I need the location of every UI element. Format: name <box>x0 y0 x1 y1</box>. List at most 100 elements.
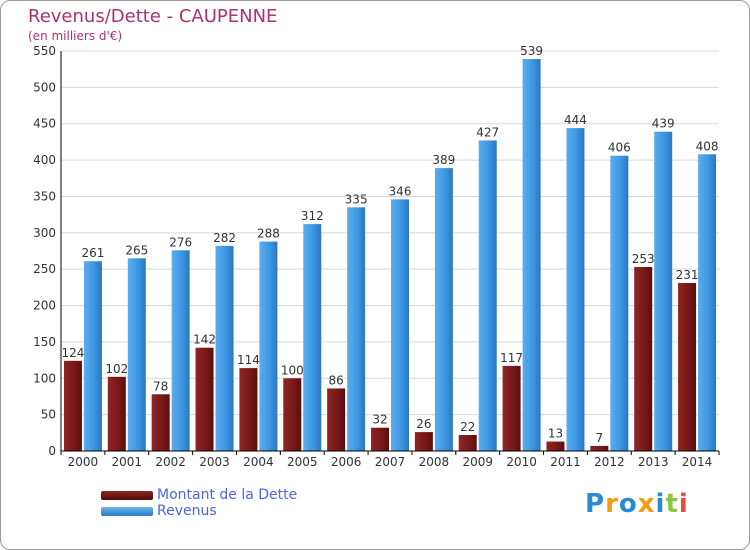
data-label-revenus: 408 <box>696 139 719 153</box>
bar-revenus <box>478 140 497 452</box>
bar-dette <box>195 347 214 451</box>
data-label-dette: 231 <box>676 268 699 282</box>
bar-dette <box>634 267 653 451</box>
data-label-revenus: 427 <box>476 125 499 139</box>
legend-swatch-revenus <box>101 507 153 516</box>
proxiti-logo: Proxiti <box>585 489 689 519</box>
data-label-revenus: 389 <box>432 153 455 167</box>
logo-letter: i <box>678 489 689 519</box>
y-tick-label: 550 <box>33 44 56 58</box>
data-label-dette: 7 <box>596 431 604 445</box>
data-label-revenus: 406 <box>608 141 631 155</box>
data-label-revenus: 335 <box>345 192 368 206</box>
data-label-dette: 142 <box>193 333 216 347</box>
y-tick-label: 150 <box>33 335 56 349</box>
data-label-revenus: 265 <box>125 243 148 257</box>
x-tick-label: 2012 <box>594 455 625 469</box>
logo-letter: x <box>637 489 656 519</box>
bar-dette <box>458 435 477 451</box>
y-tick-label: 500 <box>33 80 56 94</box>
bar-dette <box>546 441 565 451</box>
x-tick-label: 2006 <box>331 455 362 469</box>
data-label-dette: 253 <box>632 252 655 266</box>
bar-dette <box>414 432 433 451</box>
chart-title: Revenus/Dette - CAUPENNE <box>28 6 278 27</box>
data-label-revenus: 444 <box>564 113 587 127</box>
bar-dette <box>678 283 697 451</box>
bar-revenus <box>698 154 717 452</box>
y-tick-label: 250 <box>33 262 56 276</box>
y-tick-label: 350 <box>33 189 56 203</box>
data-label-dette: 100 <box>281 363 304 377</box>
bar-revenus <box>654 131 673 451</box>
data-label-revenus: 288 <box>257 227 280 241</box>
x-tick-label: 2008 <box>419 455 450 469</box>
bar-revenus <box>215 245 234 451</box>
x-tick-label: 2007 <box>375 455 406 469</box>
legend-swatch-dette <box>101 491 153 500</box>
y-tick-label: 50 <box>41 408 56 422</box>
x-tick-label: 2002 <box>155 455 186 469</box>
bar-dette <box>371 427 389 451</box>
data-label-dette: 117 <box>500 351 523 365</box>
bar-revenus <box>127 258 146 451</box>
bar-revenus <box>566 128 585 451</box>
x-tick-label: 2014 <box>682 455 713 469</box>
bar-revenus <box>610 155 629 451</box>
bar-revenus <box>303 224 322 451</box>
data-label-dette: 102 <box>105 362 128 376</box>
legend-label-dette: Montant de la Dette <box>157 487 298 503</box>
y-tick-label: 450 <box>33 117 56 131</box>
data-label-dette: 32 <box>372 413 387 427</box>
bar-dette <box>151 394 170 451</box>
logo-letter: i <box>655 489 666 519</box>
data-label-dette: 26 <box>416 417 431 431</box>
y-tick-label: 300 <box>33 226 56 240</box>
x-tick-label: 2001 <box>112 455 143 469</box>
x-tick-label: 2010 <box>506 455 537 469</box>
x-tick-label: 2000 <box>68 455 99 469</box>
logo-letter: r <box>605 489 619 519</box>
bar-dette <box>502 365 521 451</box>
y-tick-label: 400 <box>33 153 56 167</box>
bar-revenus <box>522 59 541 451</box>
data-label-revenus: 539 <box>520 44 543 58</box>
data-label-dette: 22 <box>460 420 475 434</box>
x-tick-label: 2011 <box>550 455 581 469</box>
bar-dette <box>590 445 609 451</box>
logo-letter: t <box>665 489 679 519</box>
data-label-revenus: 439 <box>652 117 675 131</box>
data-label-revenus: 312 <box>301 209 324 223</box>
data-label-dette: 13 <box>548 427 563 441</box>
bar-dette <box>283 378 302 451</box>
bar-dette <box>239 368 258 451</box>
x-tick-label: 2013 <box>638 455 669 469</box>
data-label-dette: 124 <box>61 346 84 360</box>
data-label-dette: 114 <box>237 353 260 367</box>
x-tick-label: 2003 <box>199 455 230 469</box>
y-tick-label: 100 <box>33 371 56 385</box>
bar-dette <box>63 360 82 451</box>
logo-letter: P <box>585 489 606 519</box>
y-tick-label: 0 <box>48 444 56 458</box>
data-label-revenus: 261 <box>81 246 104 260</box>
plot-area <box>61 51 719 451</box>
data-label-dette: 86 <box>328 373 343 387</box>
bar-revenus <box>347 207 366 451</box>
data-label-revenus: 346 <box>389 184 412 198</box>
bar-dette <box>327 388 346 451</box>
y-tick-label: 200 <box>33 299 56 313</box>
bar-revenus <box>171 250 190 451</box>
data-label-dette: 78 <box>153 379 168 393</box>
x-tick-label: 2004 <box>243 455 274 469</box>
x-tick-label: 2009 <box>462 455 493 469</box>
bar-revenus <box>391 199 409 451</box>
bar-revenus <box>434 168 453 451</box>
chart-subtitle: (en milliers d'€) <box>28 29 123 43</box>
logo-letter: o <box>618 489 638 519</box>
legend-label-revenus: Revenus <box>157 503 217 519</box>
bar-revenus <box>83 261 102 451</box>
data-label-revenus: 282 <box>213 231 236 245</box>
